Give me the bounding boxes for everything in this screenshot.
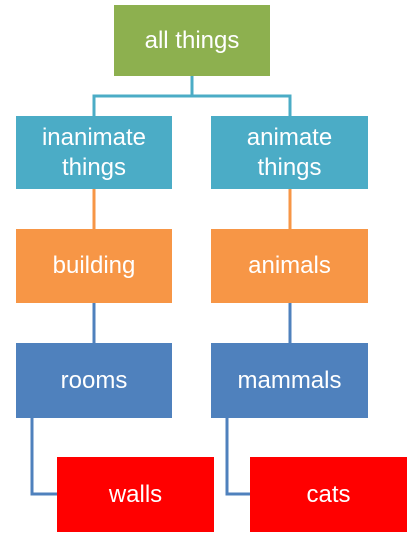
connector-rooms-to-walls [30,418,57,496]
node-inanimate-things: inanimate things [16,116,172,189]
node-label: walls [108,480,163,508]
connector-root-to-level1 [92,76,292,116]
node-label: cats [306,480,351,508]
node-animate-things: animate things [211,116,368,189]
connector-mammals-to-cats [225,418,250,496]
node-all-things: all things [114,5,270,76]
node-label: animate things [246,123,333,181]
node-building: building [16,229,172,303]
node-label: inanimate things [41,123,147,181]
node-animals: animals [211,229,368,303]
node-label: animals [248,252,331,279]
node-label: all things [144,26,240,54]
node-label: rooms [60,366,128,394]
node-rooms: rooms [16,343,172,418]
node-label: mammals [237,366,342,394]
node-mammals: mammals [211,343,368,418]
node-walls: walls [57,457,214,532]
node-cats: cats [250,457,407,532]
node-label: building [52,252,136,279]
